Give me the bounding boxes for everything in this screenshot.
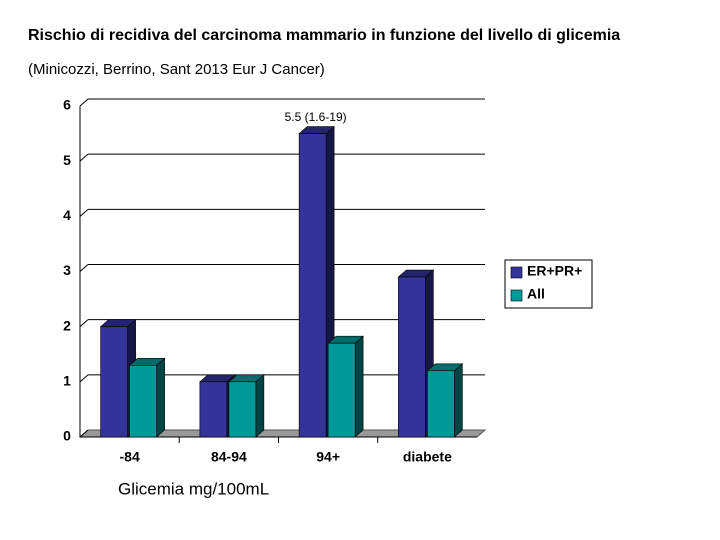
tick-mark bbox=[79, 153, 89, 162]
tick-mark bbox=[79, 319, 89, 328]
legend-label: All bbox=[527, 286, 545, 302]
bar bbox=[398, 276, 426, 438]
annotation: 5.5 (1.6-19) bbox=[285, 110, 347, 124]
tick-mark bbox=[79, 208, 89, 217]
tick-mark bbox=[79, 374, 89, 383]
bar-side bbox=[454, 363, 463, 438]
tick-mark bbox=[79, 264, 89, 272]
tick-mark bbox=[79, 429, 89, 438]
bar bbox=[100, 326, 128, 438]
y-tick-label: 5 bbox=[63, 152, 71, 168]
tick-mark bbox=[79, 98, 89, 107]
chart-title: Rischio di recidiva del carcinoma mammar… bbox=[28, 27, 620, 44]
y-tick-label: 3 bbox=[63, 262, 71, 278]
legend-label: ER+PR+ bbox=[527, 263, 582, 279]
y-tick-label: 2 bbox=[63, 317, 71, 333]
x-tick-label: 94+ bbox=[316, 449, 340, 465]
bar-side bbox=[156, 357, 165, 438]
bar bbox=[129, 364, 157, 438]
bar-side bbox=[354, 335, 364, 438]
legend-swatch bbox=[510, 289, 523, 302]
bar-side bbox=[255, 374, 265, 438]
y-tick-label: 0 bbox=[63, 428, 71, 444]
bar bbox=[427, 370, 455, 438]
bar bbox=[199, 381, 228, 438]
bar bbox=[228, 381, 257, 438]
legend-swatch bbox=[510, 266, 523, 279]
bar bbox=[298, 133, 327, 438]
y-tick-label: 4 bbox=[63, 207, 71, 223]
y-tick-label: 6 bbox=[63, 97, 71, 113]
x-tick-label: -84 bbox=[120, 449, 140, 465]
y-tick-label: 1 bbox=[63, 373, 71, 389]
chart-subtitle: (Minicozzi, Berrino, Sant 2013 Eur J Can… bbox=[28, 61, 325, 78]
bar bbox=[327, 342, 356, 438]
x-tick-label: 84-94 bbox=[211, 449, 247, 465]
x-axis-label: Glicemia mg/100mL bbox=[118, 479, 269, 498]
x-tick-label: diabete bbox=[403, 449, 452, 465]
